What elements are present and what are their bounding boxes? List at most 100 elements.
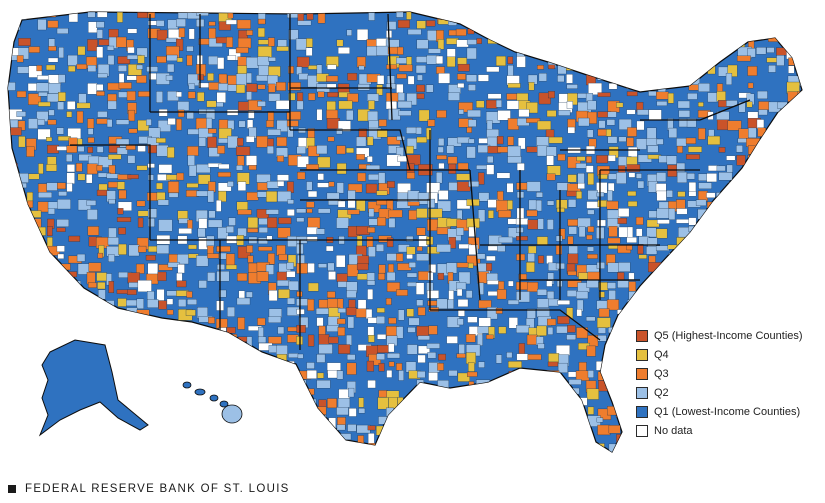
county-patch — [627, 226, 634, 239]
county-patch — [26, 344, 41, 352]
county-patch — [726, 100, 738, 107]
county-patch — [685, 291, 698, 302]
county-patch — [736, 155, 746, 166]
county-patch — [746, 300, 755, 308]
county-patch — [507, 136, 514, 146]
county-patch — [718, 308, 730, 319]
county-patch — [585, 165, 594, 173]
county-patch — [86, 307, 94, 318]
county-patch — [587, 172, 595, 185]
county-patch — [376, 353, 385, 360]
county-patch — [427, 352, 437, 359]
county-patch — [376, 190, 388, 196]
county-patch — [206, 100, 217, 108]
county-patch — [736, 20, 745, 27]
county-patch — [586, 156, 592, 163]
county-patch — [546, 280, 553, 287]
county-patch — [188, 28, 195, 40]
county-patch — [457, 299, 469, 307]
county-patch — [426, 290, 439, 299]
county-patch — [356, 154, 365, 160]
county-patch — [16, 111, 27, 117]
county-patch — [597, 371, 610, 381]
county-patch — [208, 316, 215, 324]
county-patch — [337, 47, 350, 54]
county-patch — [356, 56, 366, 68]
county-patch — [436, 110, 447, 118]
county-patch — [28, 65, 43, 78]
county-patch — [167, 146, 175, 158]
county-patch — [446, 262, 458, 274]
county-patch — [368, 218, 379, 226]
county-patch — [487, 406, 499, 412]
county-patch — [346, 147, 354, 154]
county-patch — [786, 163, 799, 175]
county-patch — [268, 66, 281, 77]
county-patch — [698, 128, 706, 140]
county-patch — [236, 442, 249, 452]
county-patch — [85, 298, 97, 306]
county-patch — [187, 155, 195, 166]
county-patch — [716, 119, 730, 131]
county-patch — [416, 93, 425, 99]
county-patch — [176, 354, 191, 367]
county-patch — [686, 12, 693, 17]
county-patch — [778, 219, 785, 228]
county-patch — [267, 390, 277, 398]
county-patch — [157, 120, 171, 132]
county-patch — [448, 237, 456, 249]
county-patch — [136, 263, 145, 274]
county-patch — [808, 238, 818, 243]
county-patch — [35, 290, 46, 299]
county-patch — [296, 298, 309, 306]
county-patch — [76, 426, 91, 434]
county-patch — [798, 126, 802, 135]
county-patch — [566, 57, 580, 65]
county-patch — [147, 12, 156, 19]
county-patch — [748, 127, 757, 139]
county-patch — [8, 217, 14, 228]
county-patch — [608, 343, 616, 352]
county-patch — [578, 433, 587, 441]
county-patch — [167, 417, 176, 428]
county-patch — [238, 425, 248, 435]
county-patch — [46, 271, 59, 281]
county-patch — [268, 453, 281, 458]
county-patch — [28, 433, 41, 444]
county-patch — [8, 351, 17, 359]
county-patch — [678, 264, 684, 271]
county-patch — [118, 343, 127, 353]
county-patch — [85, 174, 93, 184]
county-patch — [487, 291, 499, 296]
county-patch — [346, 334, 352, 346]
county-patch — [796, 218, 802, 227]
county-patch — [257, 27, 265, 38]
county-patch — [396, 326, 404, 339]
county-patch — [435, 55, 444, 65]
county-patch — [286, 120, 299, 127]
county-patch — [757, 90, 768, 100]
county-patch — [327, 136, 335, 142]
county-patch — [746, 307, 760, 313]
county-patch — [348, 387, 355, 398]
county-patch — [457, 417, 469, 424]
county-patch — [637, 180, 645, 189]
county-patch — [457, 372, 470, 382]
county-patch — [436, 408, 448, 417]
county-patch — [218, 163, 230, 170]
county-patch — [196, 407, 202, 415]
county-patch — [296, 208, 307, 214]
county-patch — [67, 433, 82, 443]
county-patch — [177, 444, 185, 452]
legend-label-q3: Q3 — [654, 367, 669, 380]
county-patch — [495, 99, 502, 108]
county-patch — [8, 191, 18, 199]
county-patch — [567, 417, 576, 427]
county-patch — [138, 381, 153, 387]
county-patch — [656, 138, 664, 145]
county-patch — [627, 201, 638, 207]
county-patch — [597, 74, 612, 81]
county-patch — [267, 217, 278, 228]
county-patch — [557, 300, 571, 305]
county-patch — [496, 172, 511, 179]
